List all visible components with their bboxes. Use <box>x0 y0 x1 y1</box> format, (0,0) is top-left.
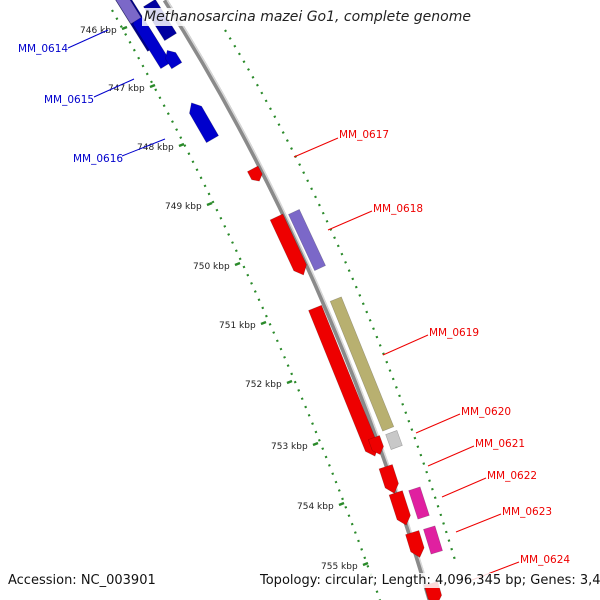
gene-MM_0621[interactable] <box>378 464 401 496</box>
tick-layer: 746 kbp 747 kbp 748 kbp 749 kbp 750 kbp 751 k… <box>80 25 369 572</box>
gene-label[interactable]: MM_0615 <box>44 94 94 106</box>
tick-mark <box>206 201 213 207</box>
gene-layer <box>114 0 443 600</box>
accession-text: Accession: NC_003901 <box>8 573 156 588</box>
gene-label[interactable]: MM_0616 <box>73 153 123 165</box>
tick-mark <box>260 320 267 326</box>
cog-MM_0619[interactable] <box>329 296 395 432</box>
gene-leader-line <box>327 210 373 231</box>
tick-mark <box>286 379 293 385</box>
gene-leader-line <box>293 137 339 158</box>
tick-label: 747 kbp <box>108 84 145 94</box>
tick-mark <box>338 501 345 507</box>
gene-MM_0623[interactable] <box>405 530 427 560</box>
cog-MM_0614[interactable] <box>114 0 142 25</box>
gene-MM_0618[interactable] <box>269 213 310 278</box>
cog-MM_0622[interactable] <box>408 486 430 520</box>
gene-label[interactable]: MM_0618 <box>373 203 423 215</box>
tick-label: 749 kbp <box>165 202 202 212</box>
tick-label: 746 kbp <box>80 26 117 36</box>
gene-label[interactable]: MM_0623 <box>502 506 552 518</box>
tick-label: 752 kbp <box>245 380 282 390</box>
label-layer: MM_0614 MM_0615 MM_0616 MM_0617 MM_0618 MM_06… <box>18 29 570 581</box>
cog-MM_0618[interactable] <box>288 208 326 272</box>
gene-leader-line <box>455 513 502 533</box>
gene-MM_0620[interactable] <box>367 435 385 456</box>
cog-MM_0623[interactable] <box>423 525 443 555</box>
gene-label[interactable]: MM_0621 <box>475 438 525 450</box>
gene-label[interactable]: MM_0619 <box>429 327 479 339</box>
gene-leader-line <box>441 477 487 498</box>
gene-label[interactable]: MM_0624 <box>520 554 570 566</box>
tick-mark <box>362 561 369 567</box>
gene-leader-line <box>382 334 429 356</box>
gene-leader-line <box>415 413 461 434</box>
tick-mark <box>234 261 241 267</box>
gene-leader-line <box>121 138 166 157</box>
inner-tick-track <box>111 9 382 600</box>
gene-MM_0617[interactable] <box>247 165 264 184</box>
tick-mark <box>312 441 319 447</box>
tick-mark <box>121 25 128 31</box>
genome-title: Methanosarcina mazei Go1, complete genom… <box>142 8 473 26</box>
gene-leader-line <box>427 445 475 467</box>
tick-mark <box>178 142 185 148</box>
tick-label: 754 kbp <box>297 502 334 512</box>
gene-label[interactable]: MM_0622 <box>487 470 537 482</box>
tick-label: 751 kbp <box>219 321 256 331</box>
gene-MM_0616[interactable] <box>185 99 219 144</box>
gene-MM_0622[interactable] <box>388 490 413 528</box>
gene-leader-line <box>93 78 135 98</box>
tick-label: 753 kbp <box>271 442 308 452</box>
tick-label: 748 kbp <box>137 143 174 153</box>
tick-label: 750 kbp <box>193 262 230 272</box>
genome-summary: Topology: circular; Length: 4,096,345 bp… <box>260 573 600 588</box>
outer-tick-track <box>224 29 457 561</box>
tick-mark <box>149 83 156 89</box>
tick-label: 755 kbp <box>321 562 358 572</box>
cog-MM_0620[interactable] <box>385 430 403 450</box>
gene-label[interactable]: MM_0617 <box>339 129 389 141</box>
gene-label[interactable]: MM_0614 <box>18 43 68 55</box>
gene-MM_0615[interactable] <box>162 47 183 70</box>
gene-label[interactable]: MM_0620 <box>461 406 511 418</box>
gene-leader-line <box>67 29 109 49</box>
